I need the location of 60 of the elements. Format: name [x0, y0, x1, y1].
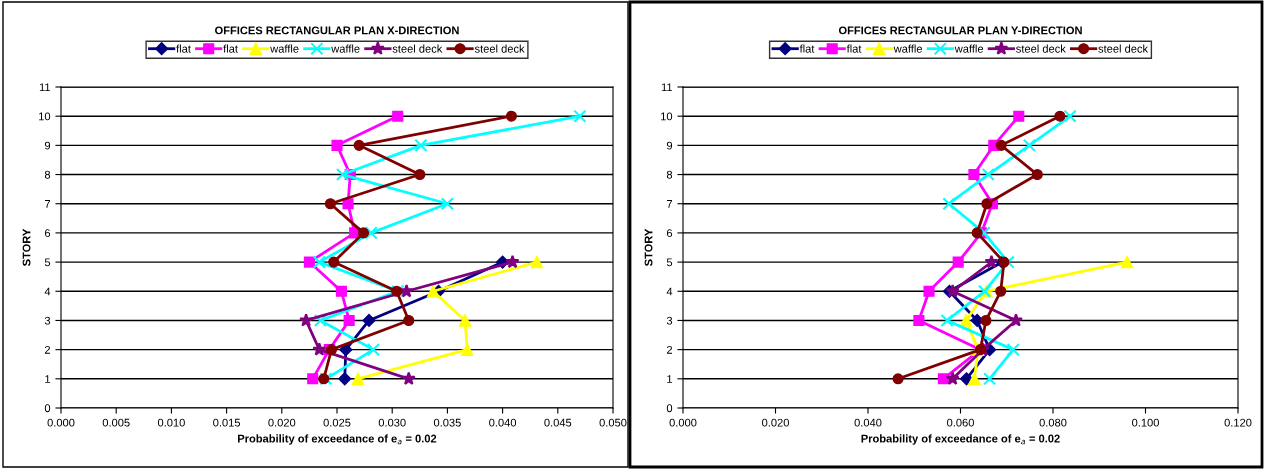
legend-label: flat [799, 44, 815, 53]
y-tick-label: 11 [661, 83, 673, 92]
y-tick-label: 5 [44, 258, 51, 267]
y-tick-label: 5 [666, 258, 673, 267]
x-tick-label: 0.030 [378, 418, 406, 427]
x-tick-label: 0.025 [323, 418, 351, 427]
x-axis-title: Probability of exceedance of e$_{a}$ = 0.02 [238, 434, 437, 445]
y-tick-label: 6 [666, 229, 673, 238]
x-tick-label: 0.000 [669, 418, 697, 427]
y-tick-label: 6 [44, 229, 51, 238]
legend-label: steel deck [474, 44, 525, 53]
x-tick-label: 0.040 [489, 418, 517, 427]
x-tick-label: 0.020 [762, 418, 789, 427]
x-tick-label: 0.000 [47, 418, 75, 427]
x-tick-label: 0.040 [854, 418, 882, 427]
y-tick-label: 7 [44, 200, 51, 208]
legend-label: waffle [893, 44, 923, 53]
x-tick-label: 0.010 [157, 418, 185, 427]
y-tick-label: 0 [666, 404, 673, 413]
y-tick-label: 2 [44, 345, 51, 354]
legend-label: waffle [270, 44, 299, 53]
x-tick-label: 0.045 [544, 418, 572, 427]
y-tick-label: 7 [666, 200, 673, 208]
chart-title: OFFICES RECTANGULAR PLAN X-DIRECTION [215, 26, 459, 35]
x-tick-label: 0.035 [433, 418, 461, 427]
y-tick-label: 11 [39, 83, 51, 92]
x-tick-label: 0.100 [1132, 418, 1159, 427]
x-tick-label: 0.050 [599, 418, 627, 427]
x-tick-label: 0.060 [947, 418, 974, 427]
chart-title: OFFICES RECTANGULAR PLAN Y-DIRECTION [838, 26, 1082, 35]
legend-label: flat [223, 44, 238, 53]
y-tick-label: 4 [44, 287, 51, 296]
x-tick-label: 0.020 [268, 418, 296, 427]
y-tick-label: 8 [666, 170, 673, 179]
x-tick-label: 0.005 [102, 418, 130, 427]
y-tick-label: 1 [667, 375, 673, 383]
y-axis-title: STORY [644, 228, 653, 267]
x-tick-label: 0.015 [213, 418, 241, 427]
legend-label: waffle [331, 44, 360, 53]
legend-label: flat [846, 44, 862, 53]
y-tick-label: 3 [44, 316, 51, 325]
y-tick-label: 0 [44, 404, 51, 413]
legend-label: steel deck [1016, 44, 1066, 53]
y-tick-label: 10 [661, 112, 673, 121]
y-tick-label: 1 [45, 375, 51, 383]
y-tick-label: 4 [666, 287, 673, 296]
y-tick-label: 3 [666, 316, 673, 325]
y-tick-label: 10 [39, 112, 51, 121]
x-tick-label: 0.120 [1224, 418, 1252, 427]
y-tick-label: 8 [44, 170, 51, 179]
y-tick-label: 2 [666, 345, 673, 354]
x-axis-title: Probability of exceedance of e$_{a}$ = 0.02 [861, 434, 1060, 445]
y-axis-title: STORY [22, 228, 31, 267]
y-tick-label: 9 [666, 141, 673, 150]
legend-label: flat [176, 44, 191, 53]
x-tick-label: 0.080 [1039, 418, 1067, 427]
legend-label: steel deck [392, 44, 443, 53]
legend-label: steel deck [1098, 44, 1149, 53]
y-tick-label: 9 [44, 141, 51, 150]
legend-label: waffle [954, 44, 984, 53]
